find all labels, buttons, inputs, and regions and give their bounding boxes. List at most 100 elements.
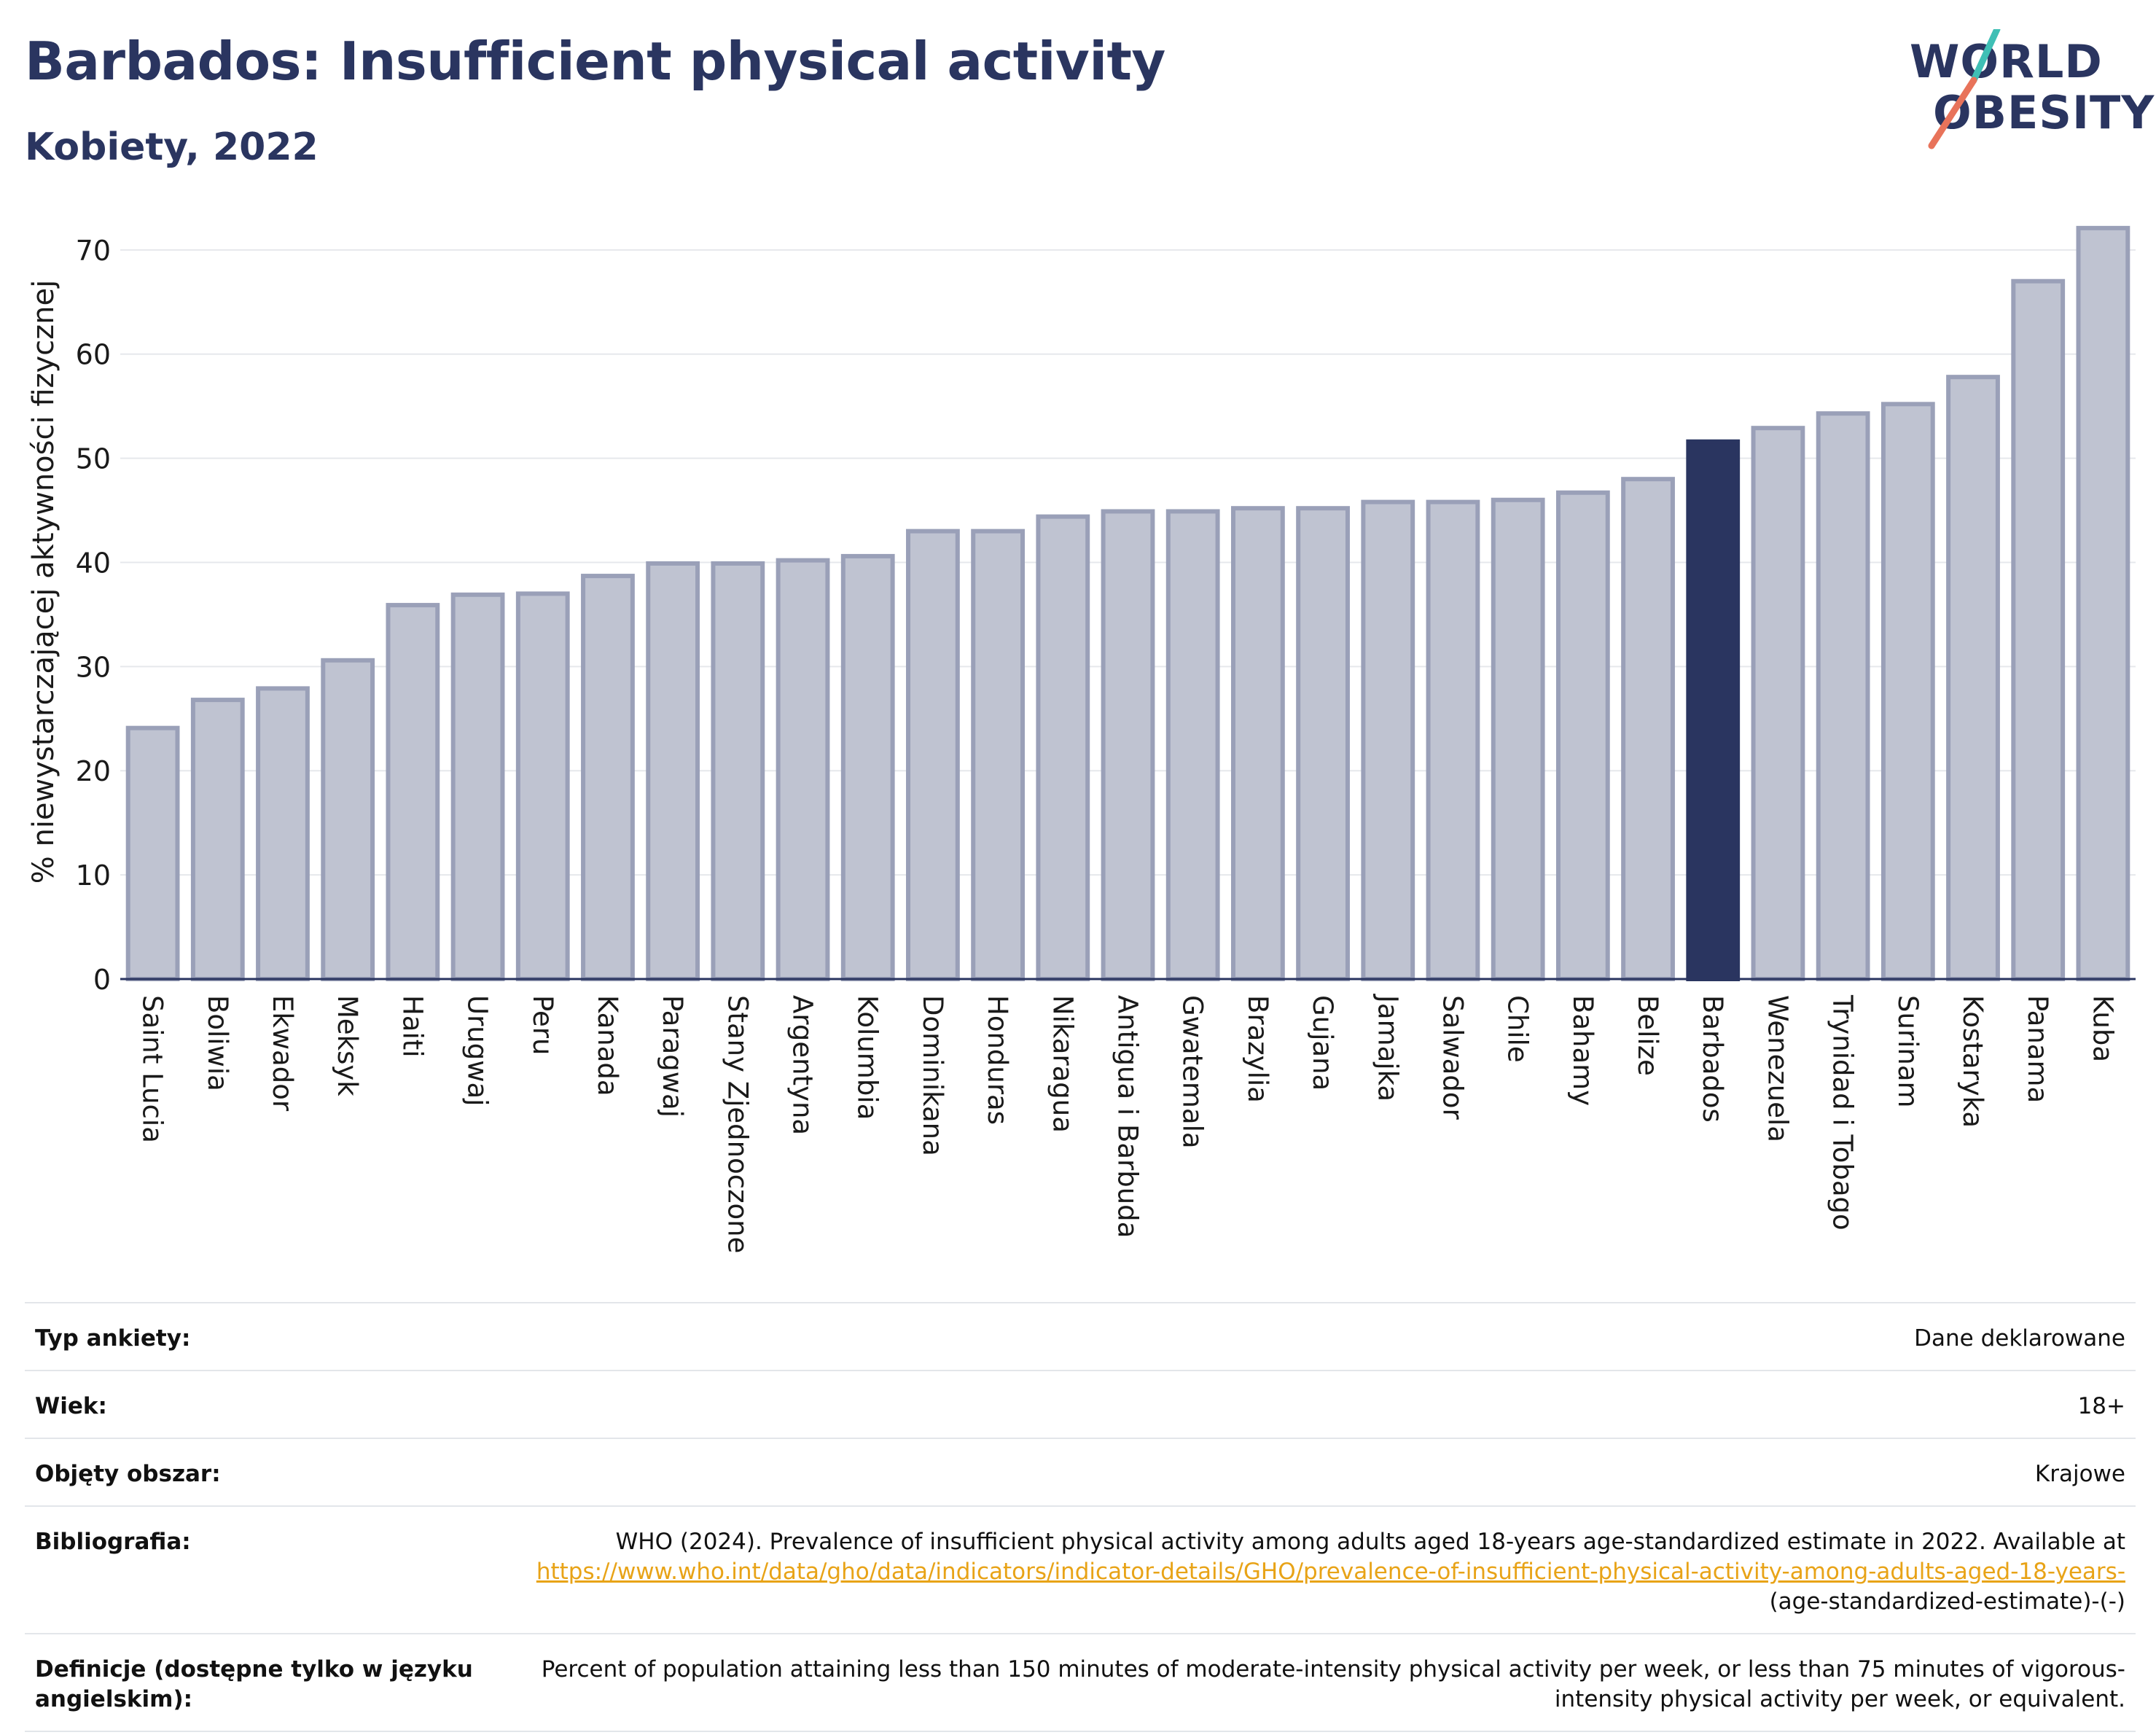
bar [1816,411,1870,981]
bar [1621,477,1675,981]
page-title: Barbados: Insufficient physical activity [25,31,1165,92]
x-tick-label: Meksyk [332,995,363,1096]
bar [1101,509,1155,981]
meta-label: Objęty obszar: [35,1461,221,1487]
x-tick-label: Surinam [1892,995,1923,1108]
bar [1296,506,1350,981]
bar [2076,225,2130,982]
x-tick-label: Panama [2022,995,2053,1103]
meta-row: Objęty obszar: Krajowe [25,1438,2136,1505]
logo-slash-icon [1928,29,2001,149]
x-tick-label: Paragwaj [657,995,688,1118]
x-tick-label: Gwatemala [1177,995,1208,1149]
meta-value-suffix: (age-standardized-estimate)-(-) [1769,1588,2125,1615]
bar [1880,402,1935,981]
bar [1426,499,1480,981]
bar [1751,426,1805,981]
meta-row: Bibliografia: WHO (2024). Prevalence of i… [25,1505,2136,1633]
bar [1230,506,1285,981]
bar [1491,497,1545,981]
bar [971,529,1026,981]
bar [256,686,310,981]
x-tick-label: Peru [527,995,558,1055]
x-tick-label: Barbados [1697,995,1728,1123]
meta-value-text: Percent of population attaining less tha… [541,1656,2125,1712]
bar [321,658,375,981]
x-tick-label: Kuba [2087,995,2118,1062]
x-tick-label: Trynidad i Tobago [1827,994,1859,1231]
logo-line-2: OBESITY [1933,86,2155,139]
meta-label: Bibliografia: [35,1529,191,1555]
meta-value: Percent of population attaining less tha… [487,1655,2125,1715]
bar [1165,509,1220,981]
x-tick-label: Haiti [397,995,428,1058]
x-tick-label: Argentyna [787,995,819,1135]
bar [386,603,440,981]
x-tick-label: Honduras [982,995,1013,1125]
bar [581,574,635,981]
bar-chart: 0 10 20 30 40 50 60 70 Saint Lucia Boliwia Ekwador… [76,225,2136,1253]
y-tick-label: 50 [76,443,111,475]
bar [1361,499,1415,981]
x-tick-label: Brazylia [1242,995,1273,1103]
meta-value: 18+ [487,1392,2125,1422]
bar [711,561,765,981]
metadata-table: Typ ankiety: Dane deklarowane Wiek: 18+ Obję… [25,1302,2136,1732]
x-tick-label: Kolumbia [852,995,883,1120]
x-tick-label: Ekwador [267,995,298,1112]
meta-value-text: 18+ [2077,1393,2125,1419]
x-tick-label: Bahamy [1567,995,1598,1106]
bar [646,561,700,981]
meta-row: Typ ankiety: Dane deklarowane [25,1302,2136,1370]
x-tick-label: Nikaragua [1047,995,1078,1133]
meta-value: Krajowe [487,1459,2125,1489]
x-tick-label: Kanada [592,995,623,1096]
bar [515,591,570,981]
x-tick-label: Salwador [1437,995,1468,1120]
x-tick-label: Jamajka [1372,994,1403,1102]
meta-label: Definicje (dostępne tylko w języku angie… [35,1656,473,1712]
meta-label: Typ ankiety: [35,1325,191,1352]
y-tick-label: 70 [76,235,111,267]
x-tick-label: Stany Zjednoczone [722,995,753,1253]
x-tick-label: Boliwia [202,995,233,1091]
y-tick-label: 40 [76,547,111,579]
bar [776,558,830,981]
bar [840,553,895,981]
x-tick-label: Chile [1502,995,1534,1063]
bar [450,592,505,981]
y-tick-label: 30 [76,651,111,683]
y-tick-label: 60 [76,339,111,371]
world-obesity-logo: WORLD OBESITY [1902,29,2154,157]
x-tick-label: Antigua i Barbuda [1112,995,1144,1238]
bibliography-link[interactable]: https://www.who.int/data/gho/data/indica… [536,1559,2125,1585]
bar [1555,490,1610,981]
y-tick-label: 0 [93,964,111,996]
bar [2011,278,2066,981]
meta-row: Definicje (dostępne tylko w języku angie… [25,1633,2136,1732]
bar [1036,514,1090,981]
x-tick-label: Belize [1632,995,1663,1076]
meta-label: Wiek: [35,1393,107,1419]
bar [125,725,180,981]
bar-highlight [1686,439,1741,981]
meta-value: WHO (2024). Prevalence of insufficient p… [487,1527,2125,1617]
meta-row: Wiek: 18+ [25,1370,2136,1438]
bar [906,529,960,981]
bar [190,698,245,981]
x-tick-label: Urugwaj [462,995,493,1106]
x-tick-label: Dominikana [917,995,948,1156]
bar [1946,375,2000,981]
y-tick-label: 10 [76,859,111,892]
y-axis-label: % niewystarczającej aktywności fizycznej [27,279,60,884]
x-tick-label: Wenezuela [1762,995,1793,1142]
meta-value-text: WHO (2024). Prevalence of insufficient p… [615,1529,2125,1555]
x-tick-label: Gujana [1307,995,1338,1091]
meta-value-text: Krajowe [2034,1461,2125,1487]
meta-value: Dane deklarowane [487,1324,2125,1354]
y-tick-label: 20 [76,755,111,787]
x-tick-label: Kostaryka [1957,995,1988,1128]
logo-line-1: WORLD [1910,35,2103,88]
x-tick-label: Saint Lucia [137,995,168,1143]
page-subtitle: Kobiety, 2022 [25,125,319,169]
